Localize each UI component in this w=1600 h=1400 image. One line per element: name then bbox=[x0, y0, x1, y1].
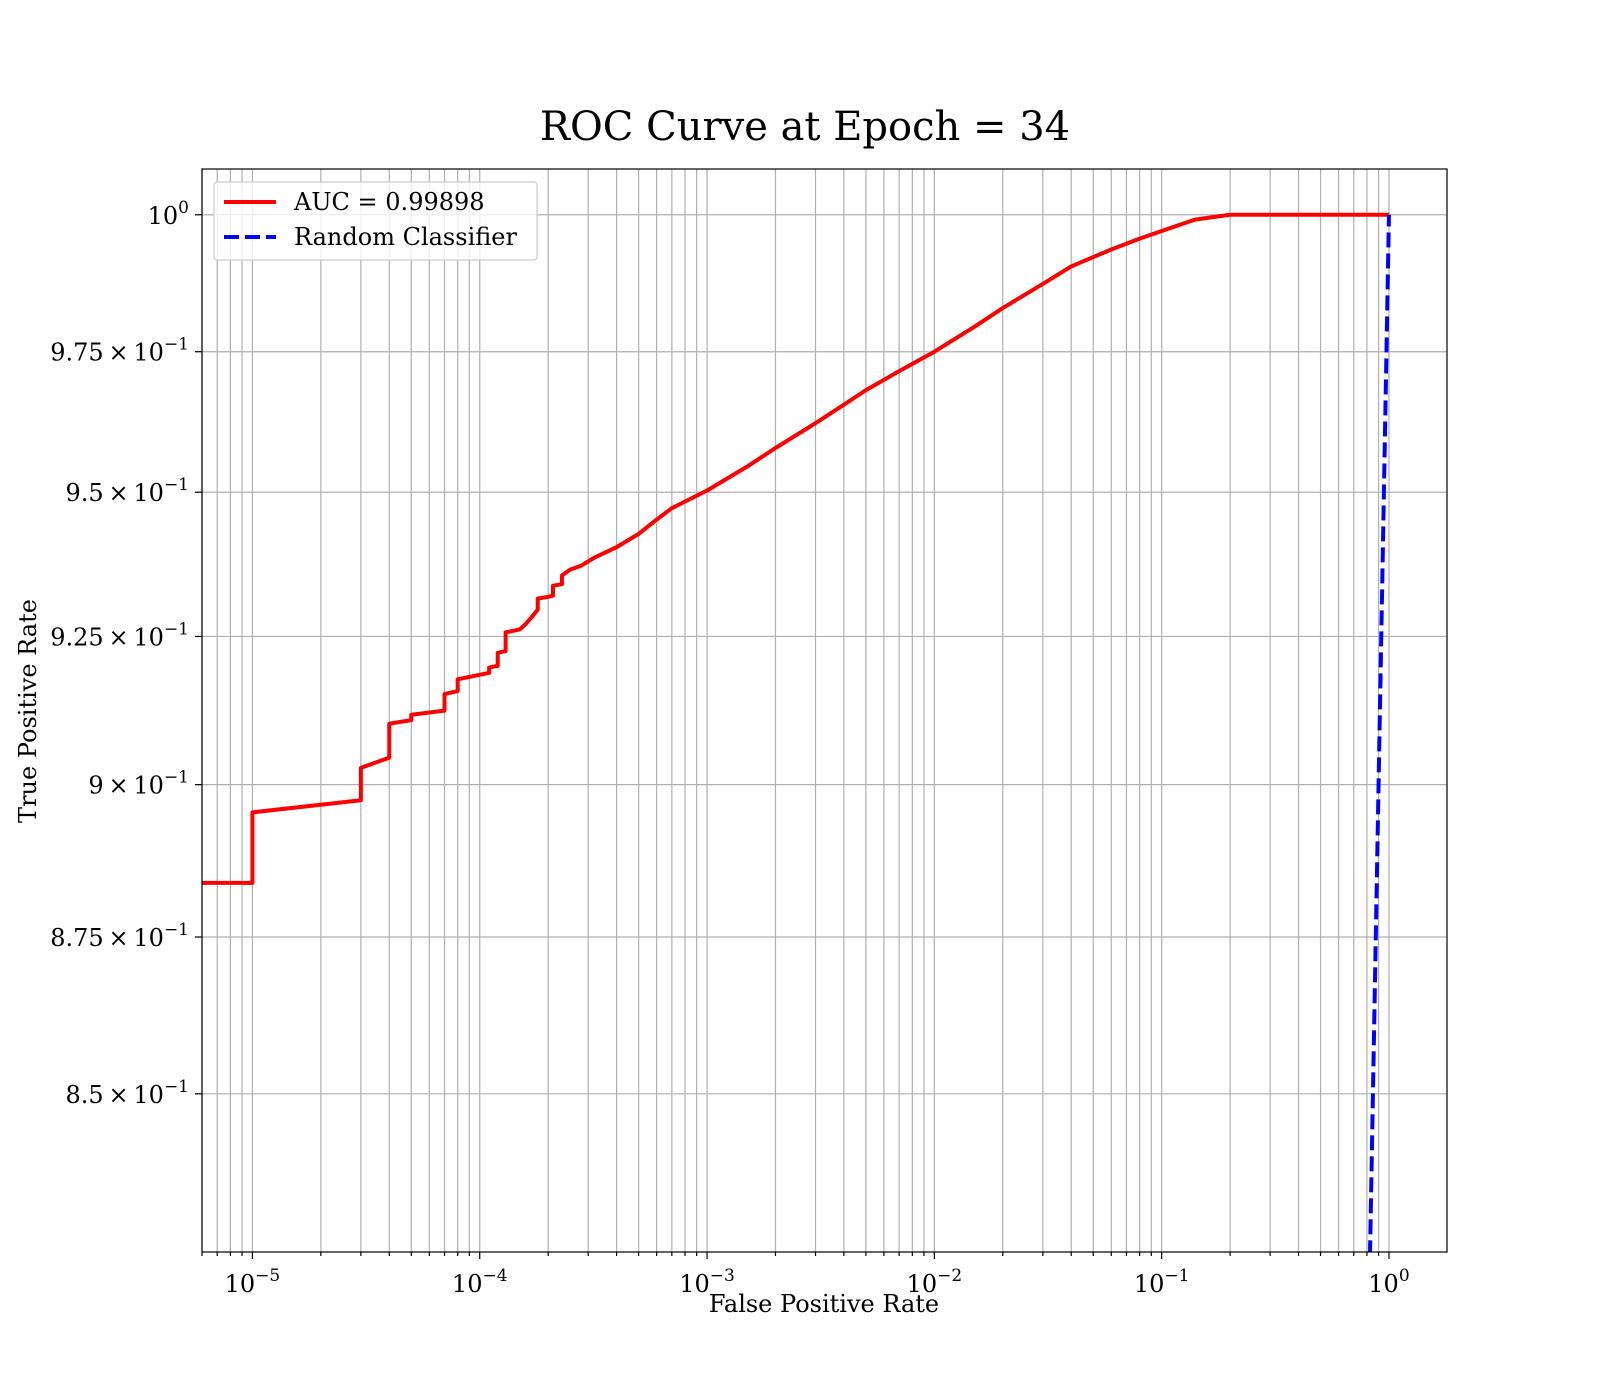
grid bbox=[201, 169, 1447, 1252]
y-tick-label: 100 bbox=[148, 198, 189, 230]
legend-label-random: Random Classifier bbox=[294, 223, 517, 251]
x-axis-label: False Positive Rate bbox=[709, 1290, 939, 1318]
legend: AUC = 0.99898 Random Classifier bbox=[213, 181, 538, 261]
legend-box bbox=[213, 181, 538, 261]
y-tick-label: 9 × 10−1 bbox=[88, 768, 189, 800]
chart-title: ROC Curve at Epoch = 34 bbox=[540, 104, 1070, 150]
y-axis-label: True Positive Rate bbox=[14, 599, 42, 823]
plot-series bbox=[202, 212, 1391, 1252]
roc-curve-line bbox=[202, 212, 1389, 885]
plot-frame bbox=[201, 168, 1448, 1253]
legend-label-auc: AUC = 0.99898 bbox=[293, 188, 485, 216]
